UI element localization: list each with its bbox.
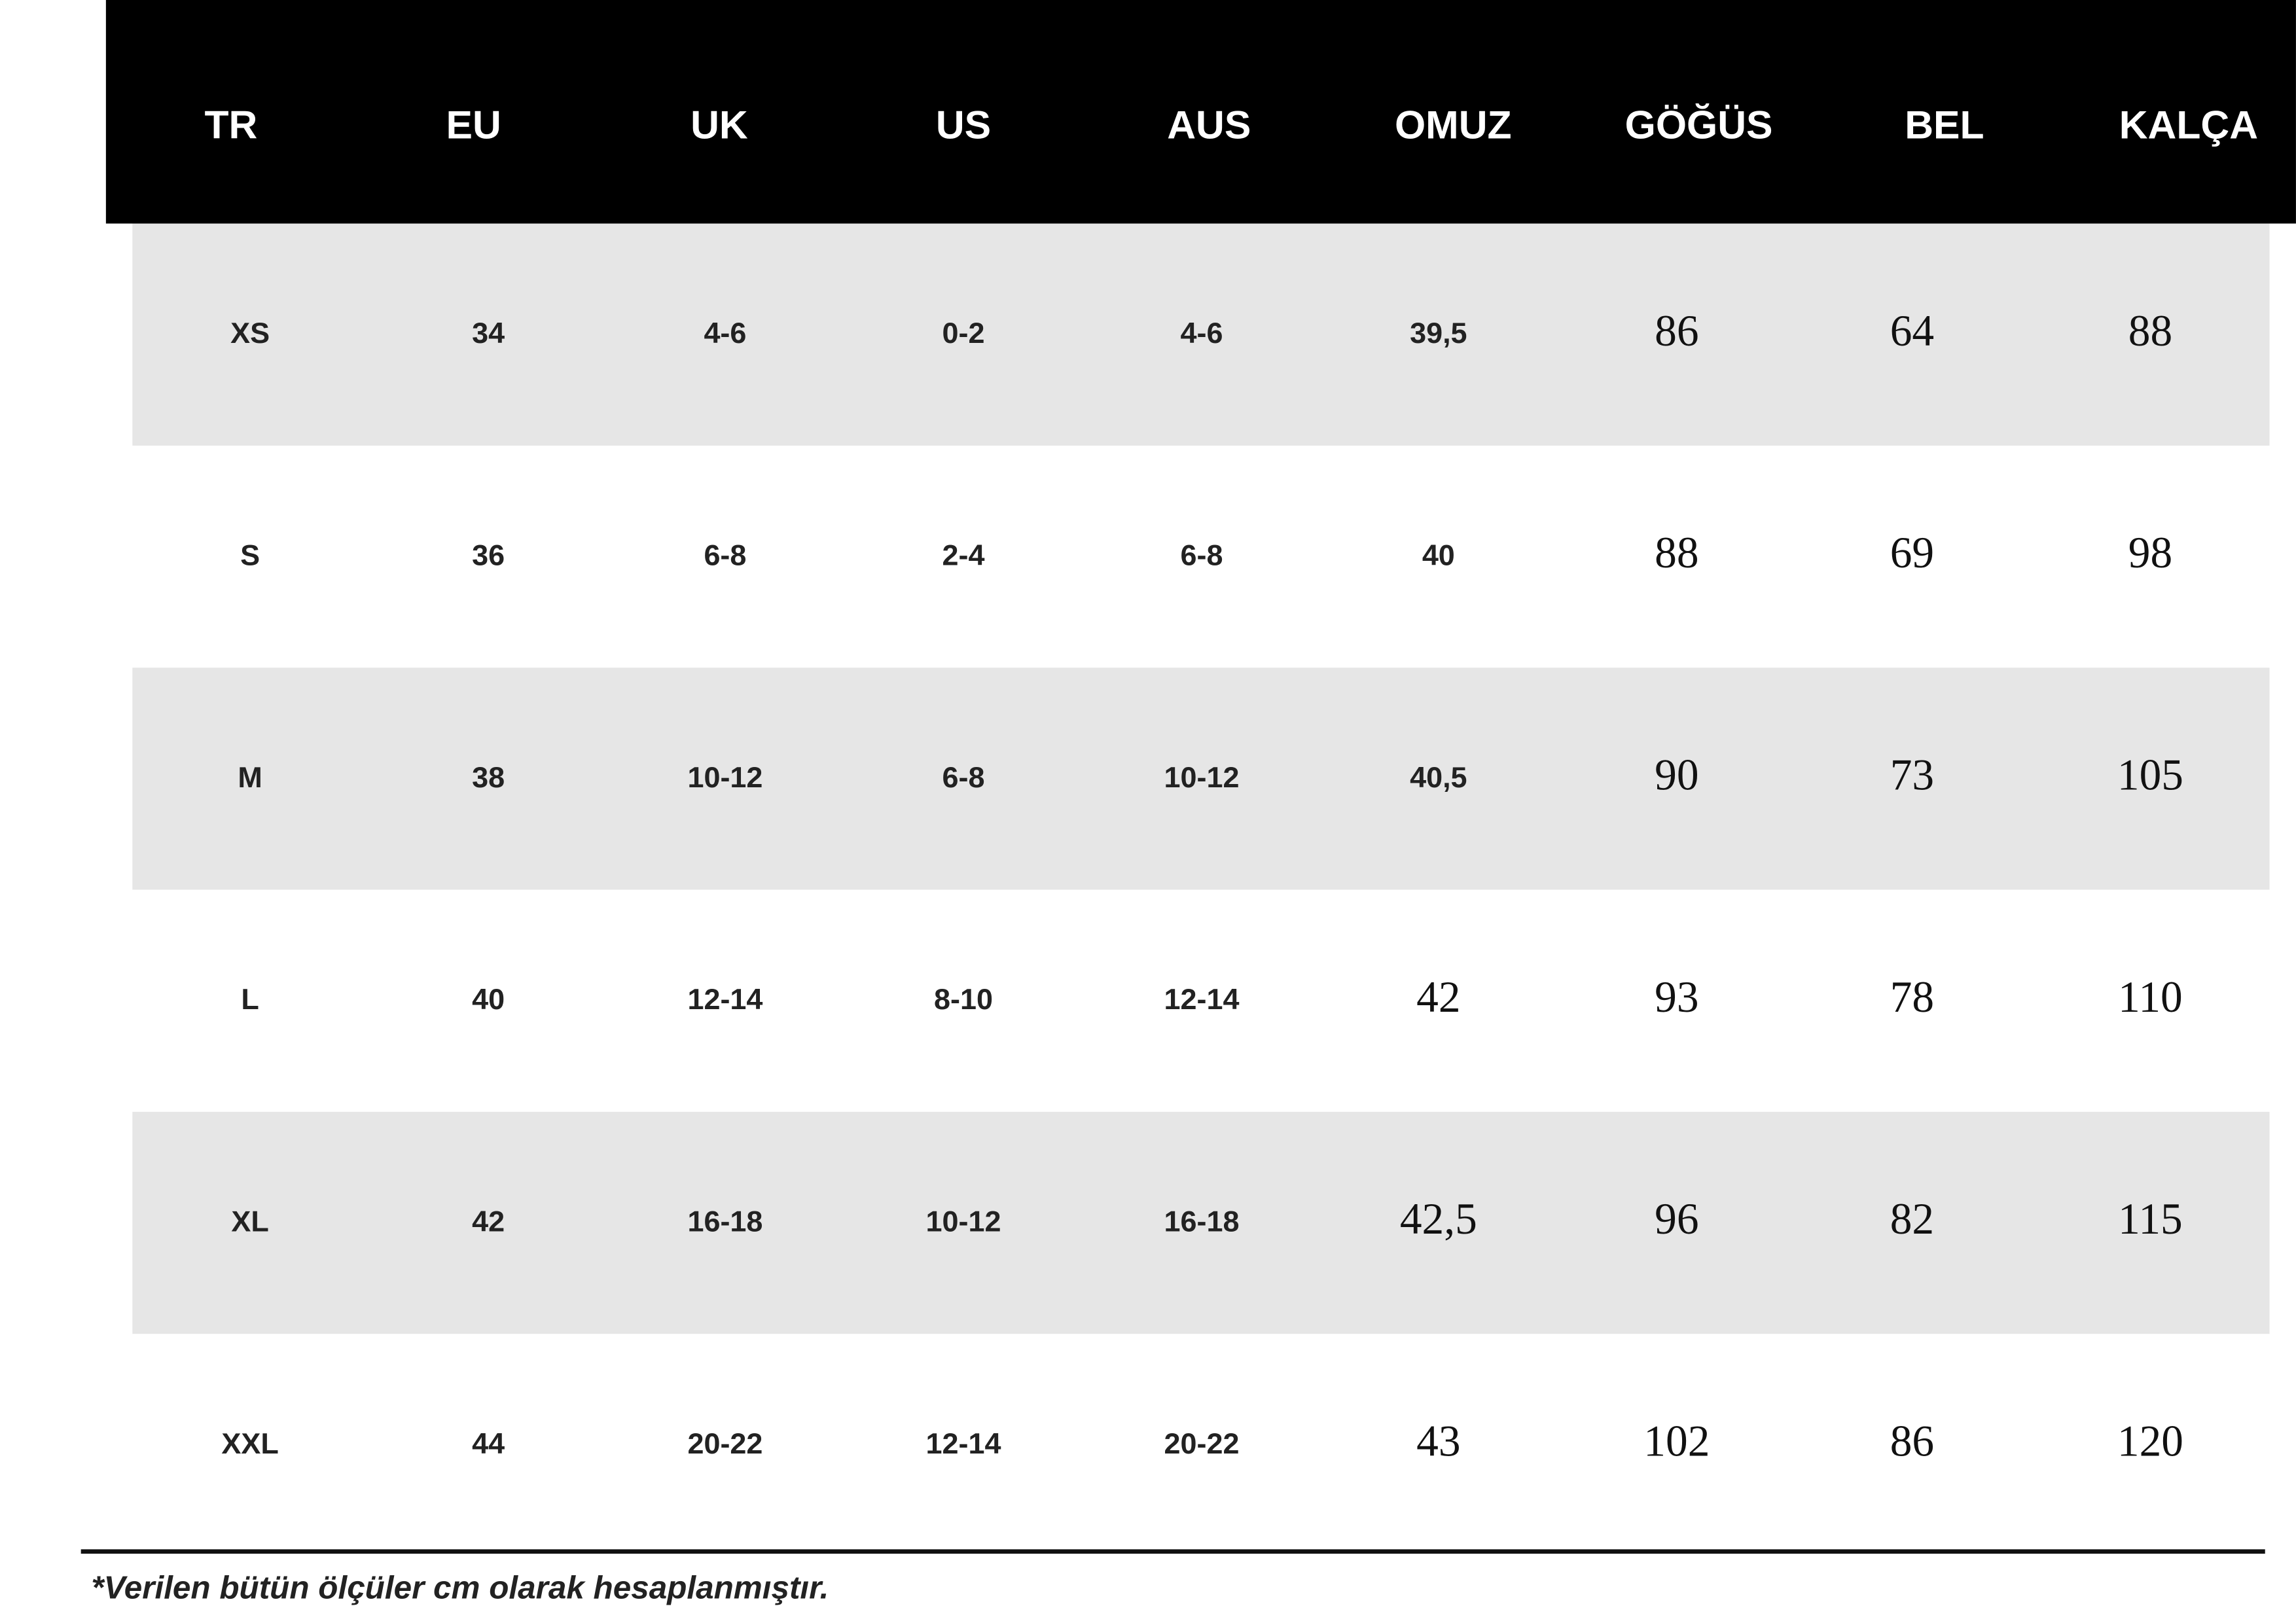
cell: 64 — [1890, 306, 1934, 355]
cell: 105 — [2117, 750, 2183, 799]
row-band — [132, 668, 2270, 890]
cell: 120 — [2117, 1416, 2183, 1465]
cell: 102 — [1643, 1416, 1710, 1465]
cell: 42 — [472, 1205, 505, 1238]
cell: 12-14 — [1164, 982, 1240, 1016]
cell: 20-22 — [687, 1427, 762, 1460]
column-header: UK — [691, 103, 748, 147]
cell: 90 — [1655, 750, 1698, 799]
cell: 88 — [1655, 528, 1698, 577]
row-band — [132, 1111, 2270, 1334]
cell: 43 — [1416, 1416, 1460, 1465]
column-header: US — [936, 103, 991, 147]
cell: 38 — [472, 760, 505, 794]
cell: 44 — [472, 1427, 505, 1460]
cell: 8-10 — [934, 982, 993, 1016]
cell: 12-14 — [926, 1427, 1001, 1460]
cell: 110 — [2118, 972, 2183, 1022]
cell: 34 — [472, 316, 505, 349]
cell: 73 — [1890, 750, 1934, 799]
cell: 78 — [1890, 972, 1934, 1022]
cell: 40,5 — [1410, 760, 1467, 794]
cell: 6-8 — [704, 539, 746, 572]
cell: 0-2 — [942, 316, 985, 349]
cell: S — [240, 539, 260, 572]
cell: 40 — [472, 982, 505, 1016]
cell: XS — [230, 316, 270, 349]
cell: XL — [231, 1205, 268, 1238]
cell: 10-12 — [687, 760, 762, 794]
cell: 10-12 — [1164, 760, 1240, 794]
column-header: EU — [446, 103, 501, 147]
cell: M — [238, 760, 262, 794]
cell: 2-4 — [942, 539, 985, 572]
cell: 98 — [2128, 528, 2172, 577]
cell: 12-14 — [687, 982, 762, 1016]
cell: 6-8 — [942, 760, 985, 794]
cell: 16-18 — [687, 1205, 762, 1238]
column-header: AUS — [1167, 103, 1251, 147]
column-header: KALÇA — [2119, 103, 2258, 147]
row-band — [132, 223, 2270, 446]
cell: L — [241, 982, 259, 1016]
column-header: GÖĞÜS — [1625, 103, 1773, 147]
cell: 96 — [1655, 1194, 1698, 1243]
cell: 4-6 — [704, 316, 746, 349]
cell: 42,5 — [1400, 1194, 1477, 1243]
column-header: OMUZ — [1395, 103, 1512, 147]
cell: 4-6 — [1181, 316, 1223, 349]
cell: 6-8 — [1181, 539, 1223, 572]
header-bar — [105, 0, 2296, 224]
cell: 36 — [472, 539, 505, 572]
cell: XXL — [221, 1427, 278, 1460]
cell: 16-18 — [1164, 1205, 1240, 1238]
cell: 115 — [2118, 1194, 2183, 1243]
cell: 20-22 — [1164, 1427, 1240, 1460]
cell: 39,5 — [1410, 316, 1467, 349]
cell: 42 — [1416, 972, 1460, 1022]
column-header: BEL — [1905, 103, 1984, 147]
cell: 86 — [1890, 1416, 1934, 1465]
cell: 82 — [1890, 1194, 1934, 1243]
column-header: TR — [204, 103, 257, 147]
cell: 40 — [1422, 539, 1455, 572]
cell: 10-12 — [926, 1205, 1001, 1238]
cell: 69 — [1890, 528, 1934, 577]
cell: 86 — [1655, 306, 1698, 355]
cell: 88 — [2128, 306, 2172, 355]
cell: 93 — [1655, 972, 1698, 1022]
footnote: *Verilen bütün ölçüler cm olarak hesapla… — [91, 1569, 829, 1605]
